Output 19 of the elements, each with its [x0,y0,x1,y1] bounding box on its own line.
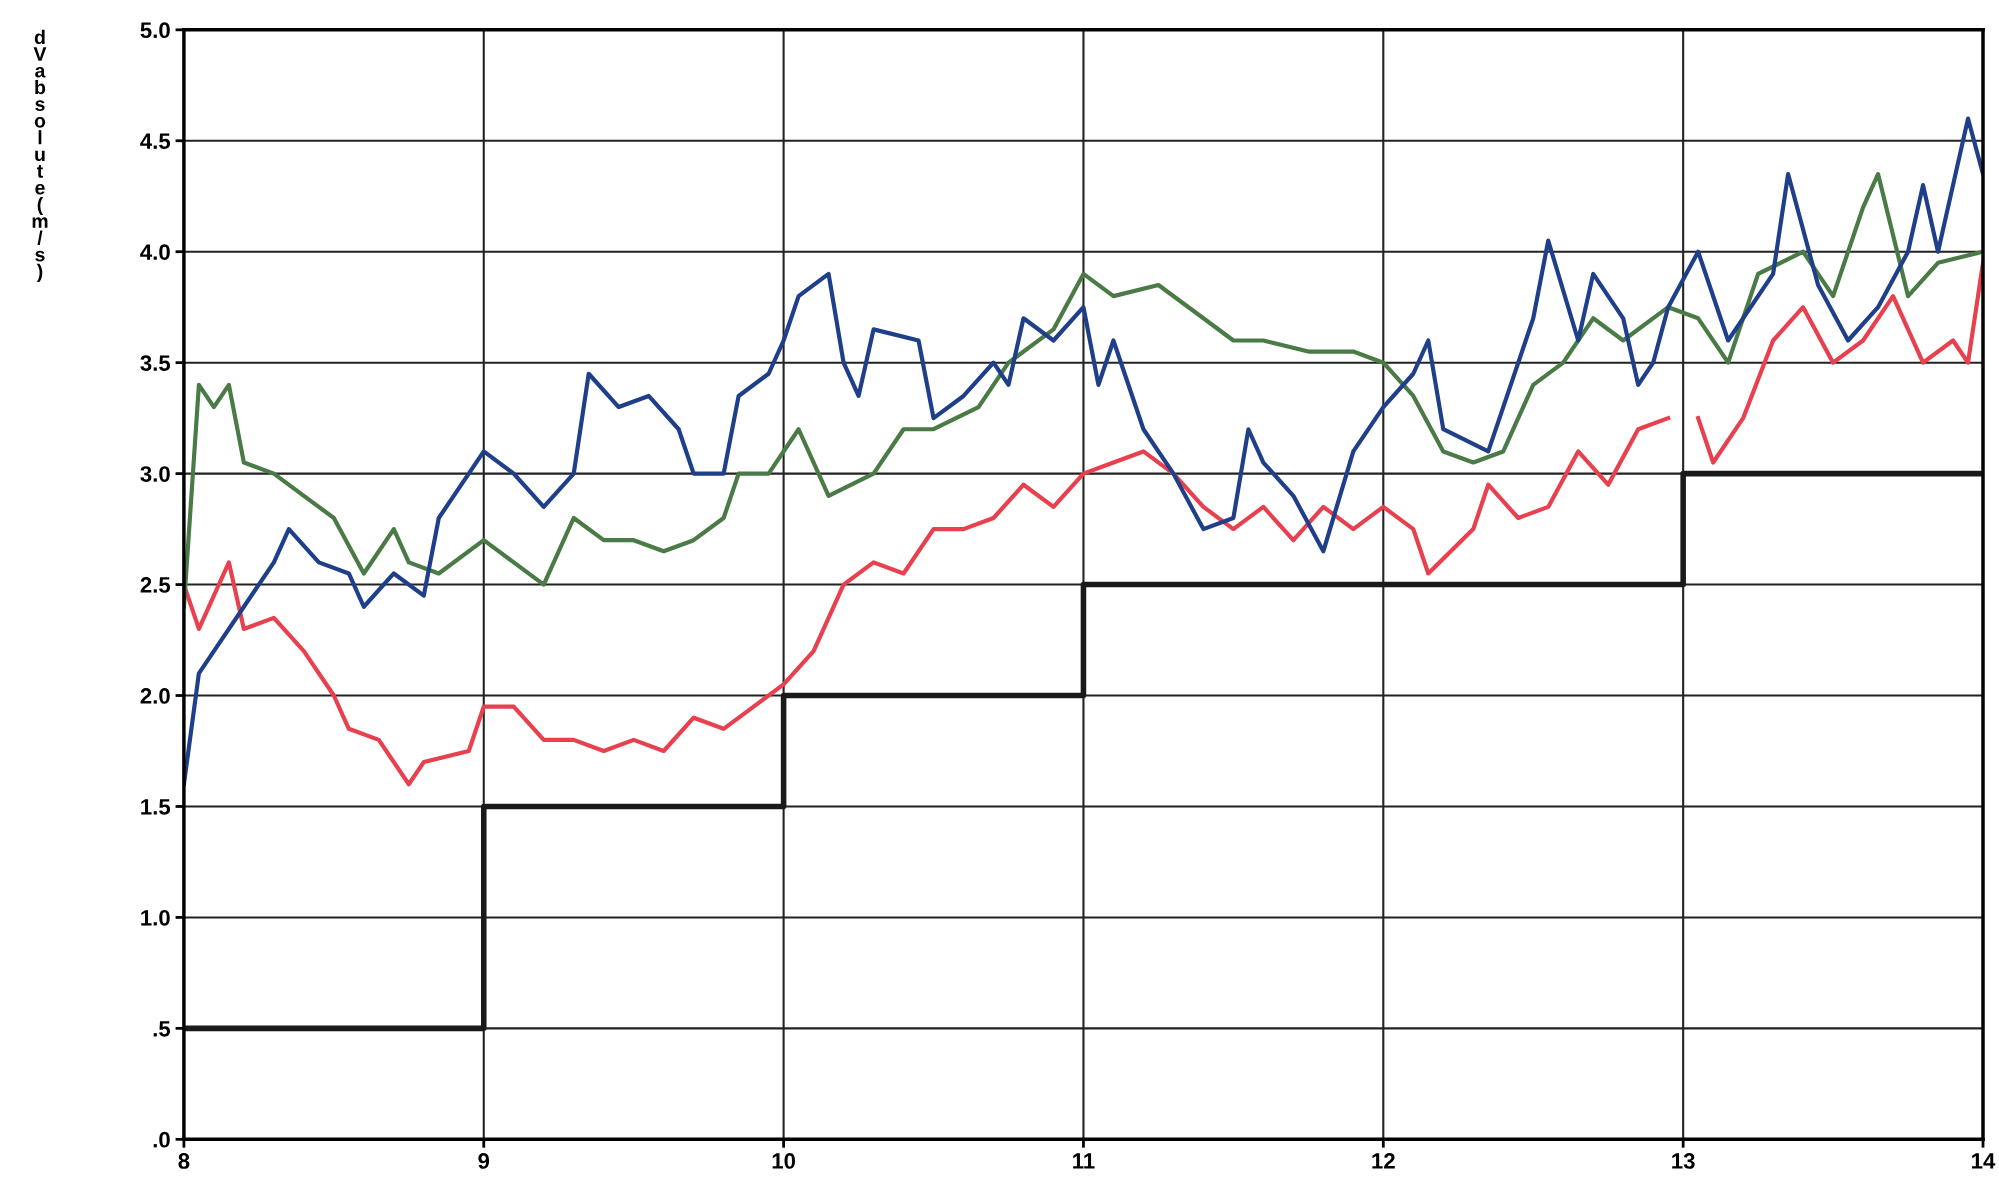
y-tick-label: 4.5 [140,133,171,150]
x-tick-label: 9 [478,1153,490,1169]
y-tick-label: .0 [153,1131,170,1148]
y-tick-label: 1.5 [141,799,171,815]
y-tick-label: .5 [153,1021,171,1037]
x-tick-label: 14 [1972,1153,1996,1169]
y-tick-label: 3.5 [140,355,171,371]
y-tick-label: 2.5 [140,577,171,593]
y-tick-label: 1.0 [141,909,170,926]
y-tick-label: 2.0 [140,688,170,704]
x-tick-label: 13 [1672,1153,1695,1169]
y-tick-label: 4.0 [140,244,170,260]
text: dV absolute(m/s) [32,29,48,282]
x-tick-label: 10 [772,1153,796,1169]
x-tick-label: 11 [1073,1153,1095,1169]
y-tick-label: 5.0 [140,22,170,39]
x-tick-label: 12 [1372,1153,1395,1169]
x-tick-label: 8 [178,1153,190,1169]
y-tick-label: 3.0 [140,466,170,482]
